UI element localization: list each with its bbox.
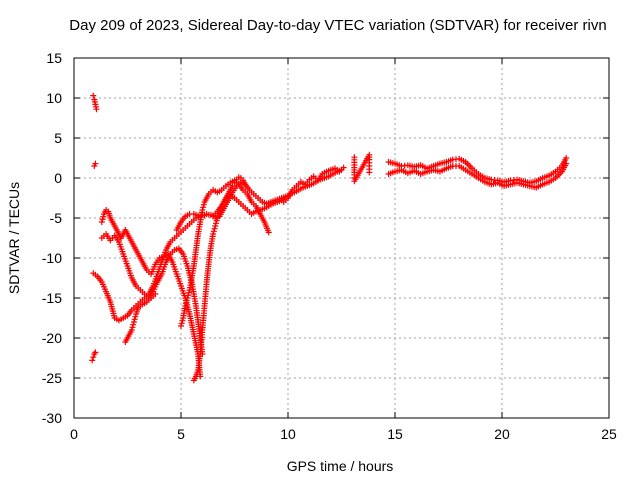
data-point	[131, 316, 138, 323]
data-point	[212, 223, 219, 229]
data-point	[210, 228, 217, 235]
data-point	[203, 211, 210, 217]
data-point	[179, 317, 186, 324]
data-point	[340, 164, 347, 171]
data-point	[183, 297, 190, 304]
x-tick-label: 25	[601, 426, 617, 442]
plot-frame	[73, 57, 610, 419]
data-point	[231, 179, 238, 186]
data-point	[200, 201, 207, 208]
y-tick-label: -25	[42, 370, 62, 386]
data-point	[92, 349, 99, 356]
y-tick-label: 0	[54, 170, 62, 186]
data-point	[182, 300, 189, 307]
axis-ticks: 0 5 10 15 20 25 15 10 5 0 -5 -10 -15 -20 -25 -30	[42, 50, 617, 442]
data-point	[211, 225, 218, 232]
y-tick-label: 10	[46, 90, 62, 106]
data-point	[185, 289, 192, 296]
x-tick-label: 15	[387, 426, 403, 442]
y-tick-label: 15	[46, 50, 62, 66]
grid-lines	[74, 58, 609, 418]
y-tick-label: 5	[54, 130, 62, 146]
data-point	[98, 219, 105, 225]
y-axis-label: SDTVAR / TECUs	[6, 182, 22, 294]
data-point	[200, 204, 207, 211]
x-axis-label: GPS time / hours	[287, 458, 394, 474]
data-point	[132, 313, 139, 320]
data-point	[366, 169, 373, 176]
data-point	[129, 324, 136, 331]
data-point	[93, 106, 100, 113]
data-points	[89, 92, 570, 384]
y-tick-label: -5	[50, 210, 63, 226]
y-tick-label: -20	[42, 330, 62, 346]
data-point	[563, 160, 570, 167]
x-tick-label: 10	[280, 426, 296, 442]
x-tick-label: 5	[177, 426, 185, 442]
data-point	[178, 320, 185, 327]
y-tick-label: -15	[42, 290, 62, 306]
data-point	[99, 216, 106, 223]
data-point	[100, 213, 107, 220]
x-tick-label: 20	[494, 426, 510, 442]
data-point	[563, 155, 570, 161]
data-point	[128, 327, 135, 333]
data-point	[90, 354, 97, 361]
data-point	[130, 319, 137, 325]
data-point	[90, 92, 97, 99]
chart-title: Day 209 of 2023, Sidereal Day-to-day VTE…	[69, 17, 606, 34]
data-point	[92, 160, 99, 167]
data-point	[265, 229, 272, 236]
data-point	[212, 220, 219, 227]
data-point	[242, 181, 249, 188]
data-point	[152, 291, 159, 297]
data-point	[130, 321, 137, 328]
data-point	[89, 357, 96, 364]
y-tick-label: -10	[42, 250, 62, 266]
x-tick-label: 0	[70, 426, 78, 442]
data-point	[178, 323, 184, 329]
data-point	[199, 211, 206, 218]
data-point	[182, 303, 189, 309]
data-point	[195, 212, 202, 219]
data-point	[210, 231, 217, 237]
data-point	[185, 292, 192, 299]
data-point	[184, 295, 191, 301]
y-tick-label: -30	[42, 410, 62, 426]
